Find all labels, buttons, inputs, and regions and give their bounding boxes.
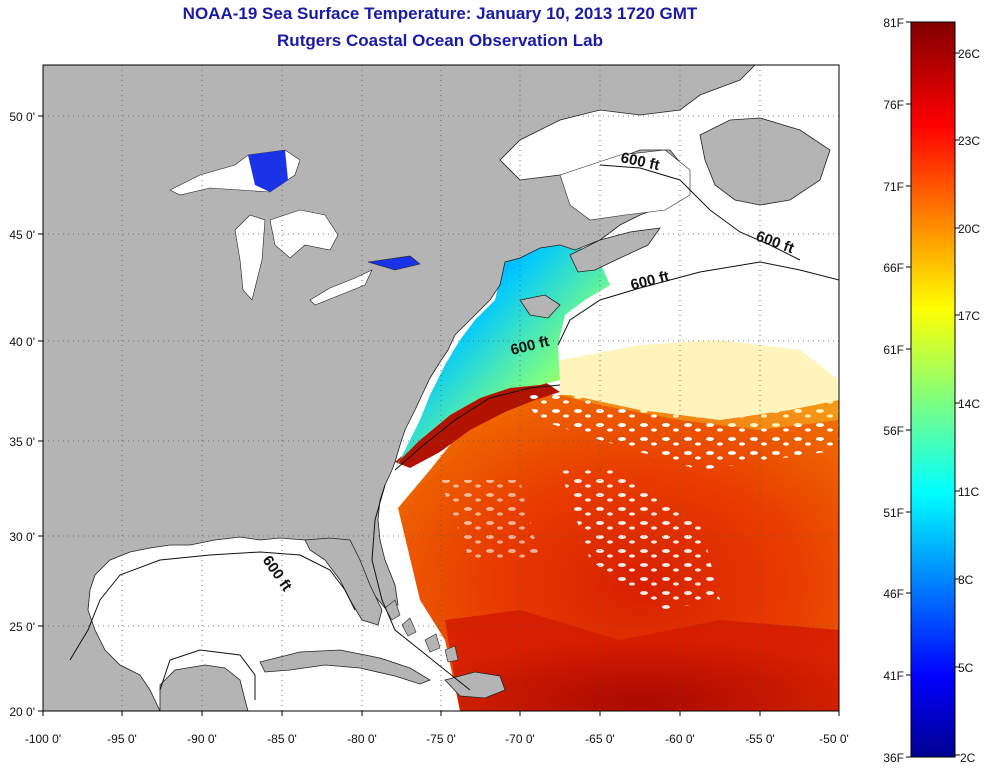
axis-ticks <box>38 115 840 716</box>
colorbar-f-label: 61F <box>883 343 904 357</box>
colorbar-f-label: 36F <box>883 751 904 765</box>
x-tick-label: -75 0' <box>426 732 456 746</box>
colorbar-c-label: 8C <box>958 573 974 587</box>
x-tick-label: -60 0' <box>665 732 695 746</box>
y-tick-label: 25 0' <box>9 620 35 634</box>
y-tick-label: 45 0' <box>9 228 35 242</box>
lake-michigan <box>234 214 266 301</box>
colorbar-gradient <box>910 21 956 758</box>
colorbar-f-label: 46F <box>883 587 904 601</box>
lake-ontario <box>367 255 421 271</box>
sst-shelf-water <box>395 240 610 470</box>
colorbar-f-label: 71F <box>883 180 904 194</box>
colorbar: 81F 76F 71F 66F 61F 56F 51F 46F 41F 36F … <box>883 16 980 765</box>
land-yucatan <box>159 664 249 711</box>
x-tick-label: -100 0' <box>25 732 61 746</box>
lake-superior-sst-2 <box>248 150 288 192</box>
land-bahamas <box>384 599 459 663</box>
map-title: NOAA-19 Sea Surface Temperature: January… <box>182 4 698 23</box>
land-nova-scotia <box>569 227 661 273</box>
gulf-stream-front <box>395 382 560 468</box>
land-florida <box>304 537 383 626</box>
isobath-600ft <box>69 164 839 700</box>
x-tick-label: -65 0' <box>585 732 615 746</box>
land-cuba <box>259 649 431 685</box>
colorbar-c-label: 20C <box>958 222 980 236</box>
sst-transition-zone <box>560 340 839 430</box>
land-newfoundland <box>699 117 831 206</box>
cloud-mask-3 <box>440 480 540 560</box>
y-tick-label: 40 0' <box>9 335 35 349</box>
y-tick-label: 35 0' <box>9 435 35 449</box>
x-tick-label: -80 0' <box>347 732 377 746</box>
y-tick-label: 50 0' <box>9 110 35 124</box>
map-subtitle: Rutgers Coastal Ocean Observation Lab <box>277 31 603 50</box>
colorbar-f-label: 66F <box>883 261 904 275</box>
colorbar-f-label: 51F <box>883 506 904 520</box>
land-hispaniola <box>444 671 506 699</box>
x-tick-label: -90 0' <box>187 732 217 746</box>
land-cape-cod <box>519 294 561 319</box>
y-tick-label: 20 0' <box>9 705 35 719</box>
sst-hottest-region <box>445 610 839 711</box>
colorbar-c-label: 17C <box>958 309 980 323</box>
x-tick-label: -95 0' <box>107 732 137 746</box>
colorbar-ticks <box>906 21 960 758</box>
colorbar-f-label: 56F <box>883 424 904 438</box>
y-tick-label: 30 0' <box>9 530 35 544</box>
colorbar-c-label: 2C <box>960 751 976 765</box>
x-tick-label: -85 0' <box>267 732 297 746</box>
colorbar-c-label: 14C <box>958 397 980 411</box>
x-tick-label: -70 0' <box>505 732 535 746</box>
colorbar-c-label: 11C <box>958 485 979 499</box>
colorbar-c-label: 23C <box>958 134 980 148</box>
colorbar-c-label: 26C <box>958 47 980 61</box>
x-tick-label: -50 0' <box>819 732 849 746</box>
lake-erie <box>309 269 373 306</box>
x-tick-label: -55 0' <box>745 732 775 746</box>
colorbar-f-label: 81F <box>883 16 904 30</box>
colorbar-f-label: 41F <box>883 669 904 683</box>
colorbar-f-label: 76F <box>883 98 904 112</box>
colorbar-c-label: 5C <box>958 661 974 675</box>
gulf-st-lawrence <box>559 149 691 221</box>
